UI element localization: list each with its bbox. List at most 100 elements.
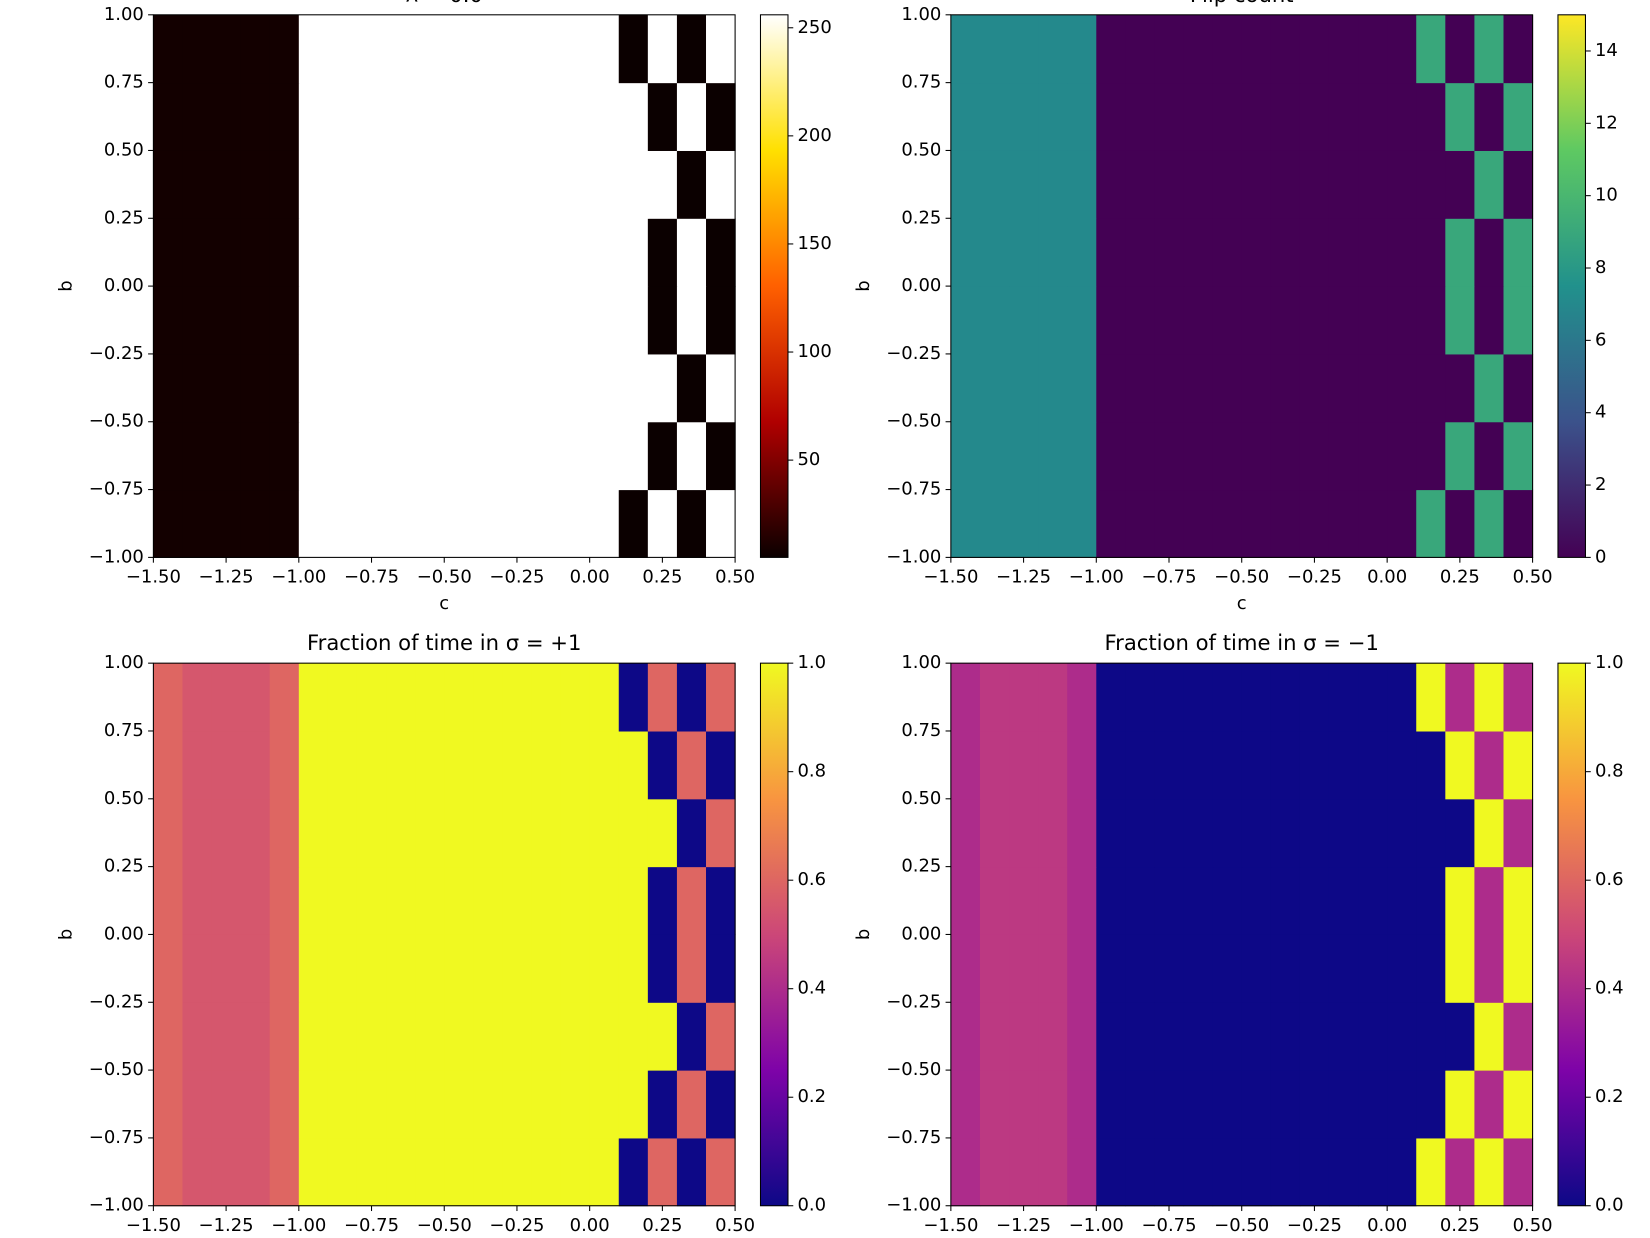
heatmap-cell xyxy=(618,353,649,423)
heatmap-cell xyxy=(473,14,503,84)
heatmap-cell xyxy=(676,1070,707,1139)
heatmap-cell xyxy=(1241,663,1272,732)
heatmap-cell xyxy=(356,353,387,423)
heatmap-cell xyxy=(1270,82,1301,151)
heatmap-cell xyxy=(1241,82,1272,151)
colorbar xyxy=(1557,14,1586,558)
heatmap-cell xyxy=(1241,1137,1272,1207)
heatmap-cell xyxy=(1416,353,1446,423)
heatmap-cell xyxy=(1212,730,1243,800)
heatmap-cell xyxy=(706,150,736,219)
heatmap-cell xyxy=(211,934,242,1003)
heatmap-cell xyxy=(502,1070,533,1139)
heatmap-cell xyxy=(269,798,300,868)
heatmap-cell xyxy=(211,730,242,800)
heatmap-cell xyxy=(1038,663,1068,732)
heatmap-cell xyxy=(327,14,358,84)
colorbar-tick-label: 0 xyxy=(1595,546,1606,567)
heatmap-cell xyxy=(1474,150,1505,219)
heatmap-cell xyxy=(1212,663,1243,732)
heatmap-cell xyxy=(1299,1002,1330,1071)
heatmap-cell xyxy=(415,150,445,219)
heatmap-cell xyxy=(1503,150,1534,219)
heatmap-cell xyxy=(356,150,387,219)
heatmap-cell xyxy=(950,218,981,287)
heatmap-cell xyxy=(1445,1070,1475,1139)
heatmap-cell xyxy=(979,1070,1010,1139)
heatmap-cell xyxy=(502,663,533,732)
colorbar xyxy=(759,14,789,558)
heatmap-cell xyxy=(269,14,300,84)
heatmap-cell xyxy=(269,866,300,935)
heatmap-cell xyxy=(979,353,1010,423)
heatmap-cell xyxy=(1270,866,1301,935)
heatmap-cell xyxy=(182,1070,213,1139)
heatmap-cell xyxy=(240,421,271,491)
heatmap-cell xyxy=(298,489,329,558)
colorbar-tick-label: 12 xyxy=(1595,112,1618,133)
heatmap-cell xyxy=(386,82,416,151)
heatmap-cell xyxy=(1328,934,1359,1003)
heatmap-cell xyxy=(1212,798,1243,868)
heatmap-cell xyxy=(1445,1002,1475,1071)
heatmap-cell xyxy=(1096,14,1126,84)
heatmap-cell xyxy=(1183,489,1214,558)
heatmap-cell xyxy=(950,82,981,151)
heatmap-cell xyxy=(950,14,981,84)
heatmap-cell xyxy=(1212,1070,1243,1139)
heatmap-cell xyxy=(327,866,358,935)
heatmap-cell xyxy=(153,421,183,491)
heatmap-cell xyxy=(1270,663,1301,732)
heatmap-cell xyxy=(1241,421,1272,491)
heatmap-cell xyxy=(560,286,591,355)
heatmap-cell xyxy=(1183,663,1214,732)
heatmap-cell xyxy=(444,934,474,1003)
heatmap-cell xyxy=(1096,934,1126,1003)
heatmap-cell xyxy=(356,934,387,1003)
y-axis-label: b xyxy=(56,929,77,940)
heatmap-cell xyxy=(211,1070,242,1139)
heatmap-cell xyxy=(676,730,707,800)
heatmap-cell xyxy=(1038,934,1068,1003)
heatmap-cell xyxy=(1183,798,1214,868)
heatmap-cell xyxy=(979,150,1010,219)
heatmap-cell xyxy=(1067,489,1097,558)
heatmap-cell xyxy=(386,150,416,219)
heatmap-cell xyxy=(211,82,242,151)
heatmap-cell xyxy=(618,150,649,219)
heatmap-cell xyxy=(153,730,183,800)
heatmap-cell xyxy=(1299,1070,1330,1139)
heatmap-cell xyxy=(1009,1137,1039,1207)
colorbar xyxy=(759,662,789,1207)
heatmap-cell xyxy=(676,1137,707,1207)
heatmap-cell xyxy=(327,150,358,219)
heatmap-cell xyxy=(1125,1070,1155,1139)
heatmap-cell xyxy=(1474,218,1505,287)
heatmap-cell xyxy=(560,421,591,491)
heatmap-cell xyxy=(298,421,329,491)
y-tick-label: −1.00 xyxy=(89,1195,144,1216)
heatmap-cell xyxy=(1328,286,1359,355)
heatmap-cell xyxy=(1416,1070,1446,1139)
heatmap-cell xyxy=(676,286,707,355)
heatmap-cell xyxy=(502,1137,533,1207)
heatmap-cell xyxy=(1387,421,1417,491)
heatmap-cell xyxy=(356,489,387,558)
heatmap-cell xyxy=(240,353,271,423)
heatmap-cell xyxy=(298,1137,329,1207)
heatmap-cell xyxy=(1038,866,1068,935)
heatmap-cell xyxy=(298,866,329,935)
heatmap-cell xyxy=(1125,663,1155,732)
heatmap-cell xyxy=(706,421,736,491)
heatmap-cell xyxy=(1474,1002,1505,1071)
heatmap-cell xyxy=(240,1070,271,1139)
heatmap-cell xyxy=(589,218,620,287)
colorbar-tick-label: 0.6 xyxy=(1595,869,1624,890)
heatmap-cell xyxy=(240,663,271,732)
heatmap-cell xyxy=(531,866,562,935)
heatmap-cell xyxy=(1474,934,1505,1003)
heatmap-cell xyxy=(1270,1002,1301,1071)
heatmap-cell xyxy=(979,663,1010,732)
heatmap-cell xyxy=(240,866,271,935)
heatmap-cell xyxy=(1358,489,1388,558)
